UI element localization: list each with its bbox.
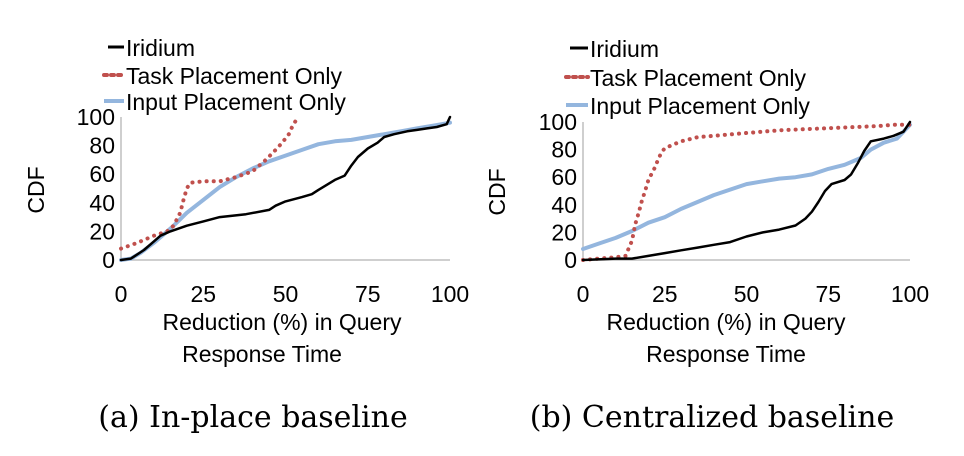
legend-a-task-label: Task Placement Only bbox=[126, 63, 343, 89]
series-line-a-input-placement-only bbox=[119, 120, 452, 262]
legend-a-input-label: Input Placement Only bbox=[126, 89, 346, 115]
legend-b: Iridium Task Placement Only Input Placem… bbox=[564, 36, 810, 119]
y-tick-label-a: 60 bbox=[89, 161, 115, 187]
y-tick-label-a: 40 bbox=[89, 190, 115, 216]
x-axis-label-a-line2: Response Time bbox=[182, 341, 342, 367]
y-tick-label-b: 20 bbox=[551, 219, 577, 245]
caption-b: (b) Centralized baseline bbox=[530, 400, 894, 435]
y-axis-label-b: CDF bbox=[484, 168, 510, 215]
x-tick-label-b: 25 bbox=[652, 281, 678, 307]
y-tick-label-b: 60 bbox=[551, 164, 577, 190]
y-tick-label-a: 20 bbox=[89, 218, 115, 244]
x-tick-label-a: 0 bbox=[115, 281, 128, 307]
series-line-b-iridium bbox=[581, 120, 912, 262]
y-tick-label-b: 80 bbox=[551, 137, 577, 163]
y-tick-label-a: 100 bbox=[77, 104, 115, 130]
y-tick-label-b: 40 bbox=[551, 192, 577, 218]
x-tick-label-b: 0 bbox=[577, 281, 590, 307]
y-tick-label-b: 0 bbox=[564, 247, 577, 273]
panel-a: Iridium Task Placement Only Input Placem… bbox=[23, 35, 469, 435]
caption-a: (a) In-place baseline bbox=[98, 400, 407, 435]
legend-b-input-label: Input Placement Only bbox=[590, 93, 810, 119]
x-axis-label-b-line2: Response Time bbox=[646, 341, 806, 367]
legend-b-task-label: Task Placement Only bbox=[590, 65, 807, 91]
legend-a-iridium-label: Iridium bbox=[126, 35, 195, 61]
panel-b: Iridium Task Placement Only Input Placem… bbox=[484, 36, 929, 435]
series-line-a-iridium bbox=[119, 115, 452, 262]
x-axis-label-b-line1: Reduction (%) in Query bbox=[606, 309, 846, 335]
x-tick-label-b: 100 bbox=[891, 281, 929, 307]
y-tick-label-a: 80 bbox=[89, 133, 115, 159]
y-tick-label-a: 0 bbox=[102, 247, 115, 273]
legend-a: Iridium Task Placement Only Input Placem… bbox=[102, 35, 346, 115]
x-axis-label-a-line1: Reduction (%) in Query bbox=[162, 309, 402, 335]
x-tick-label-a: 75 bbox=[355, 281, 381, 307]
x-tick-label-b: 50 bbox=[734, 281, 760, 307]
y-tick-label-b: 100 bbox=[539, 109, 577, 135]
x-tick-label-a: 25 bbox=[190, 281, 216, 307]
legend-b-iridium-label: Iridium bbox=[590, 36, 659, 62]
series-line-a-task-placement-only bbox=[119, 115, 301, 251]
x-tick-label-a: 100 bbox=[431, 281, 469, 307]
x-tick-label-a: 50 bbox=[273, 281, 299, 307]
y-axis-label-a: CDF bbox=[23, 166, 49, 213]
series-line-b-input-placement-only bbox=[581, 122, 912, 251]
series-line-b-task-placement-only bbox=[581, 122, 912, 262]
x-tick-label-b: 75 bbox=[815, 281, 841, 307]
